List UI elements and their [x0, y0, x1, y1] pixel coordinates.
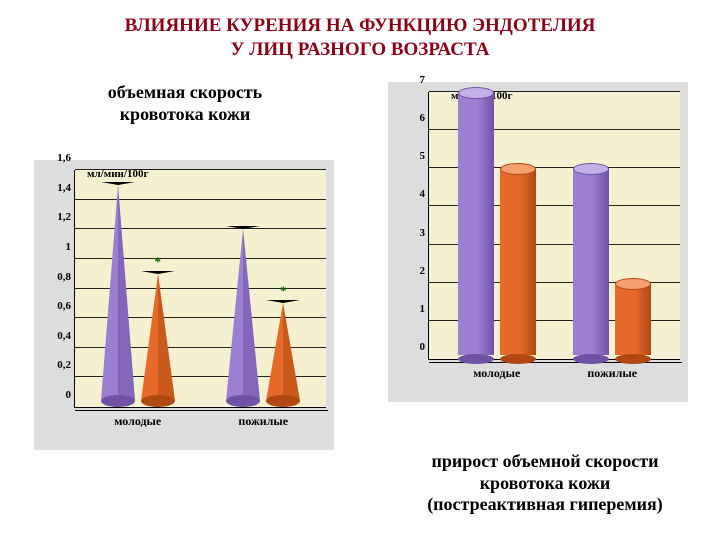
y-tick-label: 2 [420, 265, 430, 277]
y-tick-label: 0,6 [57, 300, 75, 312]
y-tick-label: 5 [420, 150, 430, 162]
x-tick-label: пожилые [238, 407, 288, 429]
x-tick-label: молодые [114, 407, 161, 429]
cylinder-bar [500, 168, 536, 359]
cylinder-bar [615, 283, 651, 359]
y-tick-label: 1,4 [57, 182, 75, 194]
y-tick-label: 1 [66, 241, 76, 253]
right-plot-wall: 01234567мл/мин/100гмолодыепожилые [428, 92, 680, 360]
y-tick-label: 0 [420, 341, 430, 353]
right-chart-subtitle: прирост объемной скорости кровотока кожи… [400, 451, 690, 516]
right-chart-panel: 01234567мл/мин/100гмолодыепожилые [388, 82, 688, 402]
y-tick-label: 1 [420, 303, 430, 315]
y-tick-label: 1,2 [57, 211, 75, 223]
y-tick-label: 0,8 [57, 271, 75, 283]
cone-bar [101, 185, 135, 407]
y-tick-label: 3 [420, 227, 430, 239]
slide: ВЛИЯНИЕ КУРЕНИЯ НА ФУНКЦИЮ ЭНДОТЕЛИЯ У Л… [0, 0, 720, 540]
right-sub-l1: прирост объемной скорости [432, 451, 659, 471]
y-tick-label: 0,2 [57, 359, 75, 371]
y-unit-label: мл/мин/100г [87, 168, 148, 180]
left-sub-l2: кровотока кожи [120, 104, 251, 124]
left-floor [75, 410, 328, 411]
right-sub-l2: кровотока кожи [480, 473, 611, 493]
y-tick-label: 0 [66, 389, 76, 401]
cone-bar [266, 303, 300, 407]
cylinder-bar [573, 168, 609, 359]
y-tick-label: 4 [420, 188, 430, 200]
left-chart-panel: 00,20,40,60,811,21,41,6мл/мин/100гмолоды… [34, 160, 334, 450]
cone-bar [226, 229, 260, 407]
cylinder-bar [458, 92, 494, 359]
title-line-2: У ЛИЦ РАЗНОГО ВОЗРАСТА [231, 39, 490, 60]
left-plot-wall: 00,20,40,60,811,21,41,6мл/мин/100гмолоды… [74, 170, 326, 408]
cone-bar [141, 274, 175, 407]
y-tick-label: 0,4 [57, 330, 75, 342]
title-line-1: ВЛИЯНИЕ КУРЕНИЯ НА ФУНКЦИЮ ЭНДОТЕЛИЯ [125, 15, 596, 36]
slide-title: ВЛИЯНИЕ КУРЕНИЯ НА ФУНКЦИЮ ЭНДОТЕЛИЯ У Л… [0, 14, 720, 62]
left-chart-subtitle: объемная скорость кровотока кожи [75, 82, 295, 125]
right-sub-l3: (постреактивная гиперемия) [427, 494, 663, 514]
left-sub-l1: объемная скорость [108, 82, 262, 102]
significance-marker: * [280, 283, 287, 299]
significance-marker: * [155, 254, 162, 270]
y-tick-label: 6 [420, 112, 430, 124]
y-tick-label: 1,6 [57, 152, 75, 164]
y-tick-label: 7 [420, 74, 430, 86]
